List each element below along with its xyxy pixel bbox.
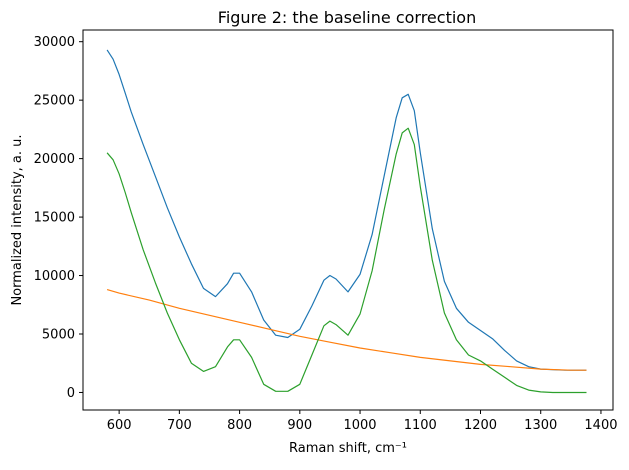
- y-tick-label: 0: [67, 386, 75, 401]
- x-tick-label: 800: [227, 418, 252, 433]
- series-line-3: [106, 127, 587, 394]
- y-tick-label: 10000: [34, 269, 75, 284]
- plot-frame: [82, 29, 614, 411]
- y-axis: 0 5000 10000 15000 20000 25000 30000: [34, 35, 83, 401]
- x-tick-label: 1300: [524, 418, 557, 433]
- x-axis-label: Raman shift, cm⁻¹: [289, 441, 407, 456]
- plot-area: [106, 49, 587, 394]
- y-tick-label: 5000: [42, 328, 75, 343]
- series-line-2: [106, 289, 587, 371]
- x-tick-label: 1000: [343, 418, 376, 433]
- series-line-1: [106, 49, 587, 371]
- x-tick-label: 700: [167, 418, 192, 433]
- x-axis: 600 700 800 900 1000 1100 1200 1300 1400: [107, 410, 618, 433]
- x-tick-label: 900: [287, 418, 312, 433]
- x-tick-label: 1400: [584, 418, 617, 433]
- y-axis-label: Normalized intensity, a. u.: [10, 134, 25, 305]
- x-tick-label: 1200: [464, 418, 497, 433]
- y-tick-label: 25000: [34, 94, 75, 109]
- x-tick-label: 1100: [404, 418, 437, 433]
- x-tick-label: 600: [107, 418, 132, 433]
- y-tick-label: 30000: [34, 35, 75, 50]
- y-tick-label: 15000: [34, 211, 75, 226]
- chart-title: Figure 2: the baseline correction: [218, 8, 476, 27]
- y-tick-label: 20000: [34, 152, 75, 167]
